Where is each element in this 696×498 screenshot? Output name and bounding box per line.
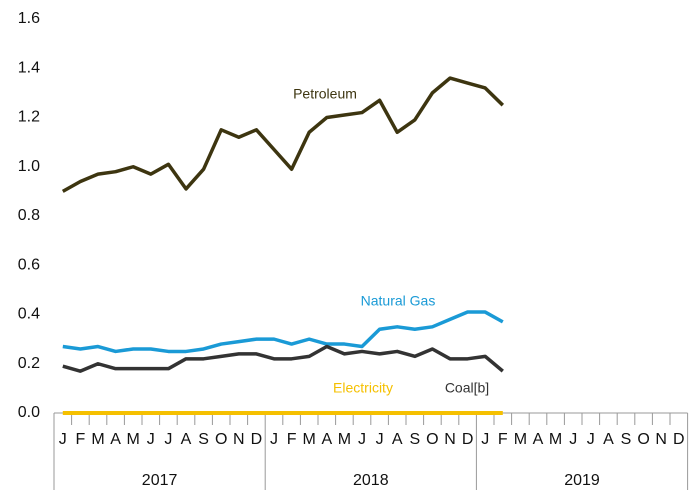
- x-tick-label: O: [637, 431, 649, 448]
- x-tick-label: M: [338, 431, 351, 448]
- x-tick-label: J: [569, 431, 577, 448]
- x-tick-label: N: [655, 431, 667, 448]
- year-label: 2017: [142, 472, 178, 489]
- x-tick-label: M: [514, 431, 527, 448]
- x-tick-label: D: [462, 431, 474, 448]
- x-tick-label: J: [270, 431, 278, 448]
- x-tick-label: J: [376, 431, 384, 448]
- y-tick-label: 0.0: [18, 404, 40, 421]
- x-tick-label: A: [110, 431, 121, 448]
- x-tick-label: O: [215, 431, 227, 448]
- x-tick-label: A: [603, 431, 614, 448]
- x-tick-label: F: [287, 431, 297, 448]
- y-tick-label: 1.4: [18, 59, 40, 76]
- series-label: Natural Gas: [361, 293, 436, 309]
- x-tick-label: M: [303, 431, 316, 448]
- x-tick-label: F: [498, 431, 508, 448]
- x-tick-label: J: [481, 431, 489, 448]
- x-tick-label: O: [426, 431, 438, 448]
- x-tick-label: J: [358, 431, 366, 448]
- x-tick-label: A: [321, 431, 332, 448]
- series-line: [62, 344, 504, 373]
- x-tick-label: D: [673, 431, 685, 448]
- x-tick-label: N: [233, 431, 245, 448]
- y-tick-label: 0.2: [18, 355, 40, 372]
- x-tick-label: A: [181, 431, 192, 448]
- y-tick-label: 1.0: [18, 158, 40, 175]
- series-label: Petroleum: [293, 86, 357, 102]
- x-tick-label: M: [127, 431, 140, 448]
- x-tick-label: A: [533, 431, 544, 448]
- x-tick-label: A: [392, 431, 403, 448]
- x-tick-label: J: [59, 431, 67, 448]
- x-tick-label: N: [444, 431, 456, 448]
- series-label: Coal[b]: [445, 380, 489, 396]
- year-label: 2018: [353, 472, 389, 489]
- year-label: 2019: [564, 472, 600, 489]
- x-tick-label: M: [91, 431, 104, 448]
- x-tick-label: S: [198, 431, 209, 448]
- series-line: [62, 310, 504, 354]
- series-line: [61, 76, 505, 193]
- x-tick-label: D: [251, 431, 263, 448]
- x-tick-label: M: [549, 431, 562, 448]
- series-label: Electricity: [333, 380, 393, 396]
- y-tick-label: 0.4: [18, 306, 40, 323]
- x-tick-label: J: [164, 431, 172, 448]
- x-tick-label: J: [147, 431, 155, 448]
- x-tick-label: S: [409, 431, 420, 448]
- y-tick-label: 1.6: [18, 10, 40, 27]
- x-tick-label: J: [587, 431, 595, 448]
- y-tick-label: 1.2: [18, 109, 40, 126]
- y-tick-label: 0.6: [18, 256, 40, 273]
- x-tick-label: S: [621, 431, 632, 448]
- x-tick-label: F: [76, 431, 86, 448]
- y-tick-label: 0.8: [18, 207, 40, 224]
